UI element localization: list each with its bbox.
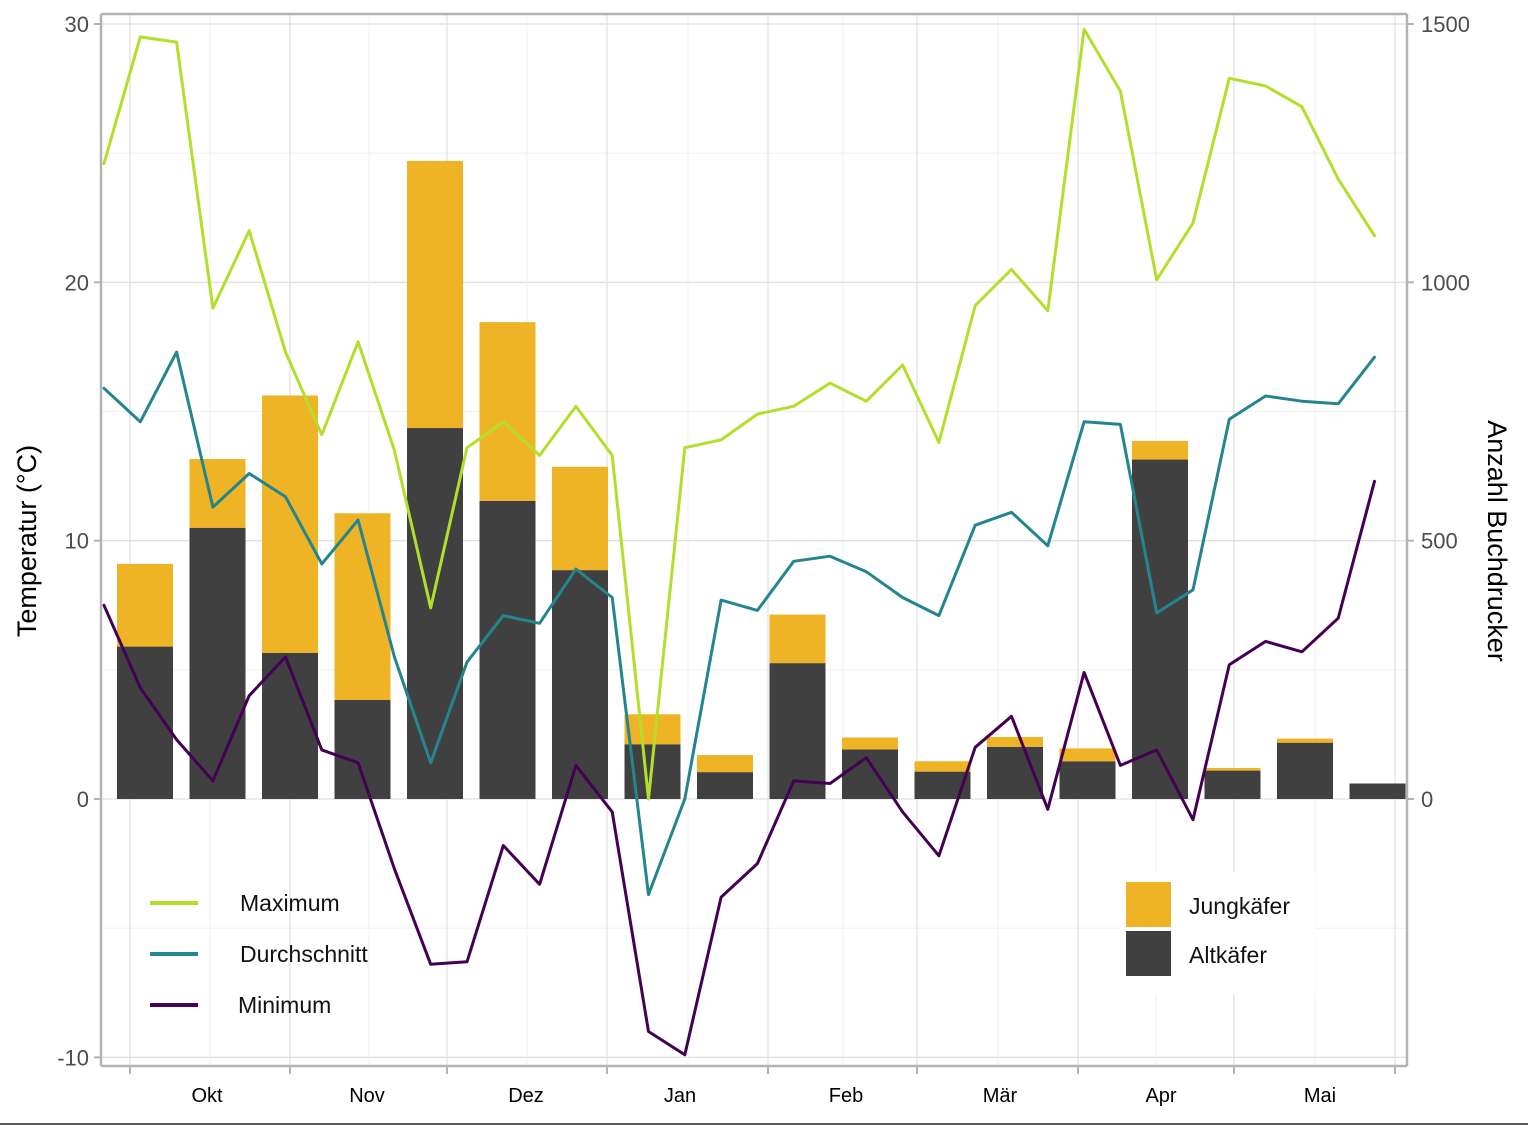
bar-altkaefer [1277, 742, 1333, 799]
bar-jungkaefer [987, 737, 1043, 747]
month-label: Mai [1304, 1085, 1336, 1107]
month-label: Dez [508, 1085, 544, 1107]
month-label: Apr [1145, 1085, 1176, 1107]
bar-jungkaefer [407, 160, 463, 429]
bar-jungkaefer [1204, 768, 1261, 771]
right-axis-title: Anzahl Buchdrucker [1482, 420, 1512, 662]
bar-altkaefer [697, 772, 753, 799]
right-tick-label: 1500 [1421, 12, 1470, 37]
bar-altkaefer [769, 663, 826, 799]
line-maximum [102, 27, 1376, 801]
left-tick-label: -10 [57, 1045, 89, 1070]
bar-altkaefer [1349, 783, 1406, 799]
left-axis-title: Temperatur (°C) [12, 445, 42, 637]
legend-label-maximum: Maximum [240, 890, 340, 916]
bar-jungkaefer [189, 459, 246, 528]
left-tick-label: 0 [77, 787, 89, 812]
left-tick-label: 20 [65, 270, 89, 295]
bar-jungkaefer [914, 761, 971, 772]
bar-jungkaefer [697, 755, 753, 773]
month-label: Okt [191, 1085, 223, 1107]
bars [117, 160, 1406, 799]
line-durchschnitt [102, 350, 1376, 897]
bar-altkaefer [407, 428, 463, 799]
bar-legend: Jungkäfer Altkäfer [1120, 872, 1315, 994]
bar-jungkaefer [1059, 748, 1116, 762]
legend-label-altkaefer: Altkäfer [1189, 942, 1267, 968]
left-tick-label: 10 [65, 529, 89, 554]
line-minimum [102, 479, 1376, 1057]
right-tick-label: 0 [1421, 787, 1433, 812]
bar-altkaefer [189, 527, 246, 799]
bar-jungkaefer [117, 563, 173, 647]
bar-jungkaefer [624, 714, 681, 745]
x-axis-month-labels: Okt Nov Dez Jan Feb Mär Apr Mai [129, 1066, 1396, 1107]
legend-swatch-jungkaefer [1126, 882, 1171, 927]
month-label: Mär [983, 1085, 1018, 1107]
bar-altkaefer [334, 699, 391, 799]
bar-altkaefer [1059, 761, 1116, 799]
right-tick-label: 1000 [1421, 270, 1470, 295]
right-tick-label: 500 [1421, 529, 1458, 554]
bar-altkaefer [552, 570, 608, 799]
left-tick-label: 30 [65, 12, 89, 37]
left-axis-ticks: -10 0 10 20 30 [57, 12, 101, 1070]
bar-altkaefer [1132, 459, 1188, 799]
bar-jungkaefer [1132, 440, 1188, 460]
bar-altkaefer [262, 652, 318, 799]
line-legend: Maximum Durchschnitt Minimum [150, 890, 368, 1018]
temperature-lines [102, 27, 1376, 1057]
month-label: Nov [349, 1085, 385, 1107]
bar-jungkaefer [842, 737, 898, 750]
legend-swatch-altkaefer [1126, 931, 1171, 976]
bar-jungkaefer [262, 395, 318, 653]
bar-jungkaefer [479, 322, 536, 501]
right-axis-ticks: 0 500 1000 1500 [1407, 12, 1470, 812]
bar-jungkaefer [769, 614, 826, 664]
legend-label-jungkaefer: Jungkäfer [1189, 893, 1290, 919]
legend-label-durchschnitt: Durchschnitt [240, 941, 368, 967]
month-label: Jan [664, 1085, 696, 1107]
legend-label-minimum: Minimum [238, 992, 331, 1018]
bar-jungkaefer [1277, 738, 1333, 743]
month-label: Feb [829, 1085, 863, 1107]
bar-jungkaefer [552, 466, 608, 571]
bar-altkaefer [479, 500, 536, 799]
bar-altkaefer [1204, 770, 1261, 799]
